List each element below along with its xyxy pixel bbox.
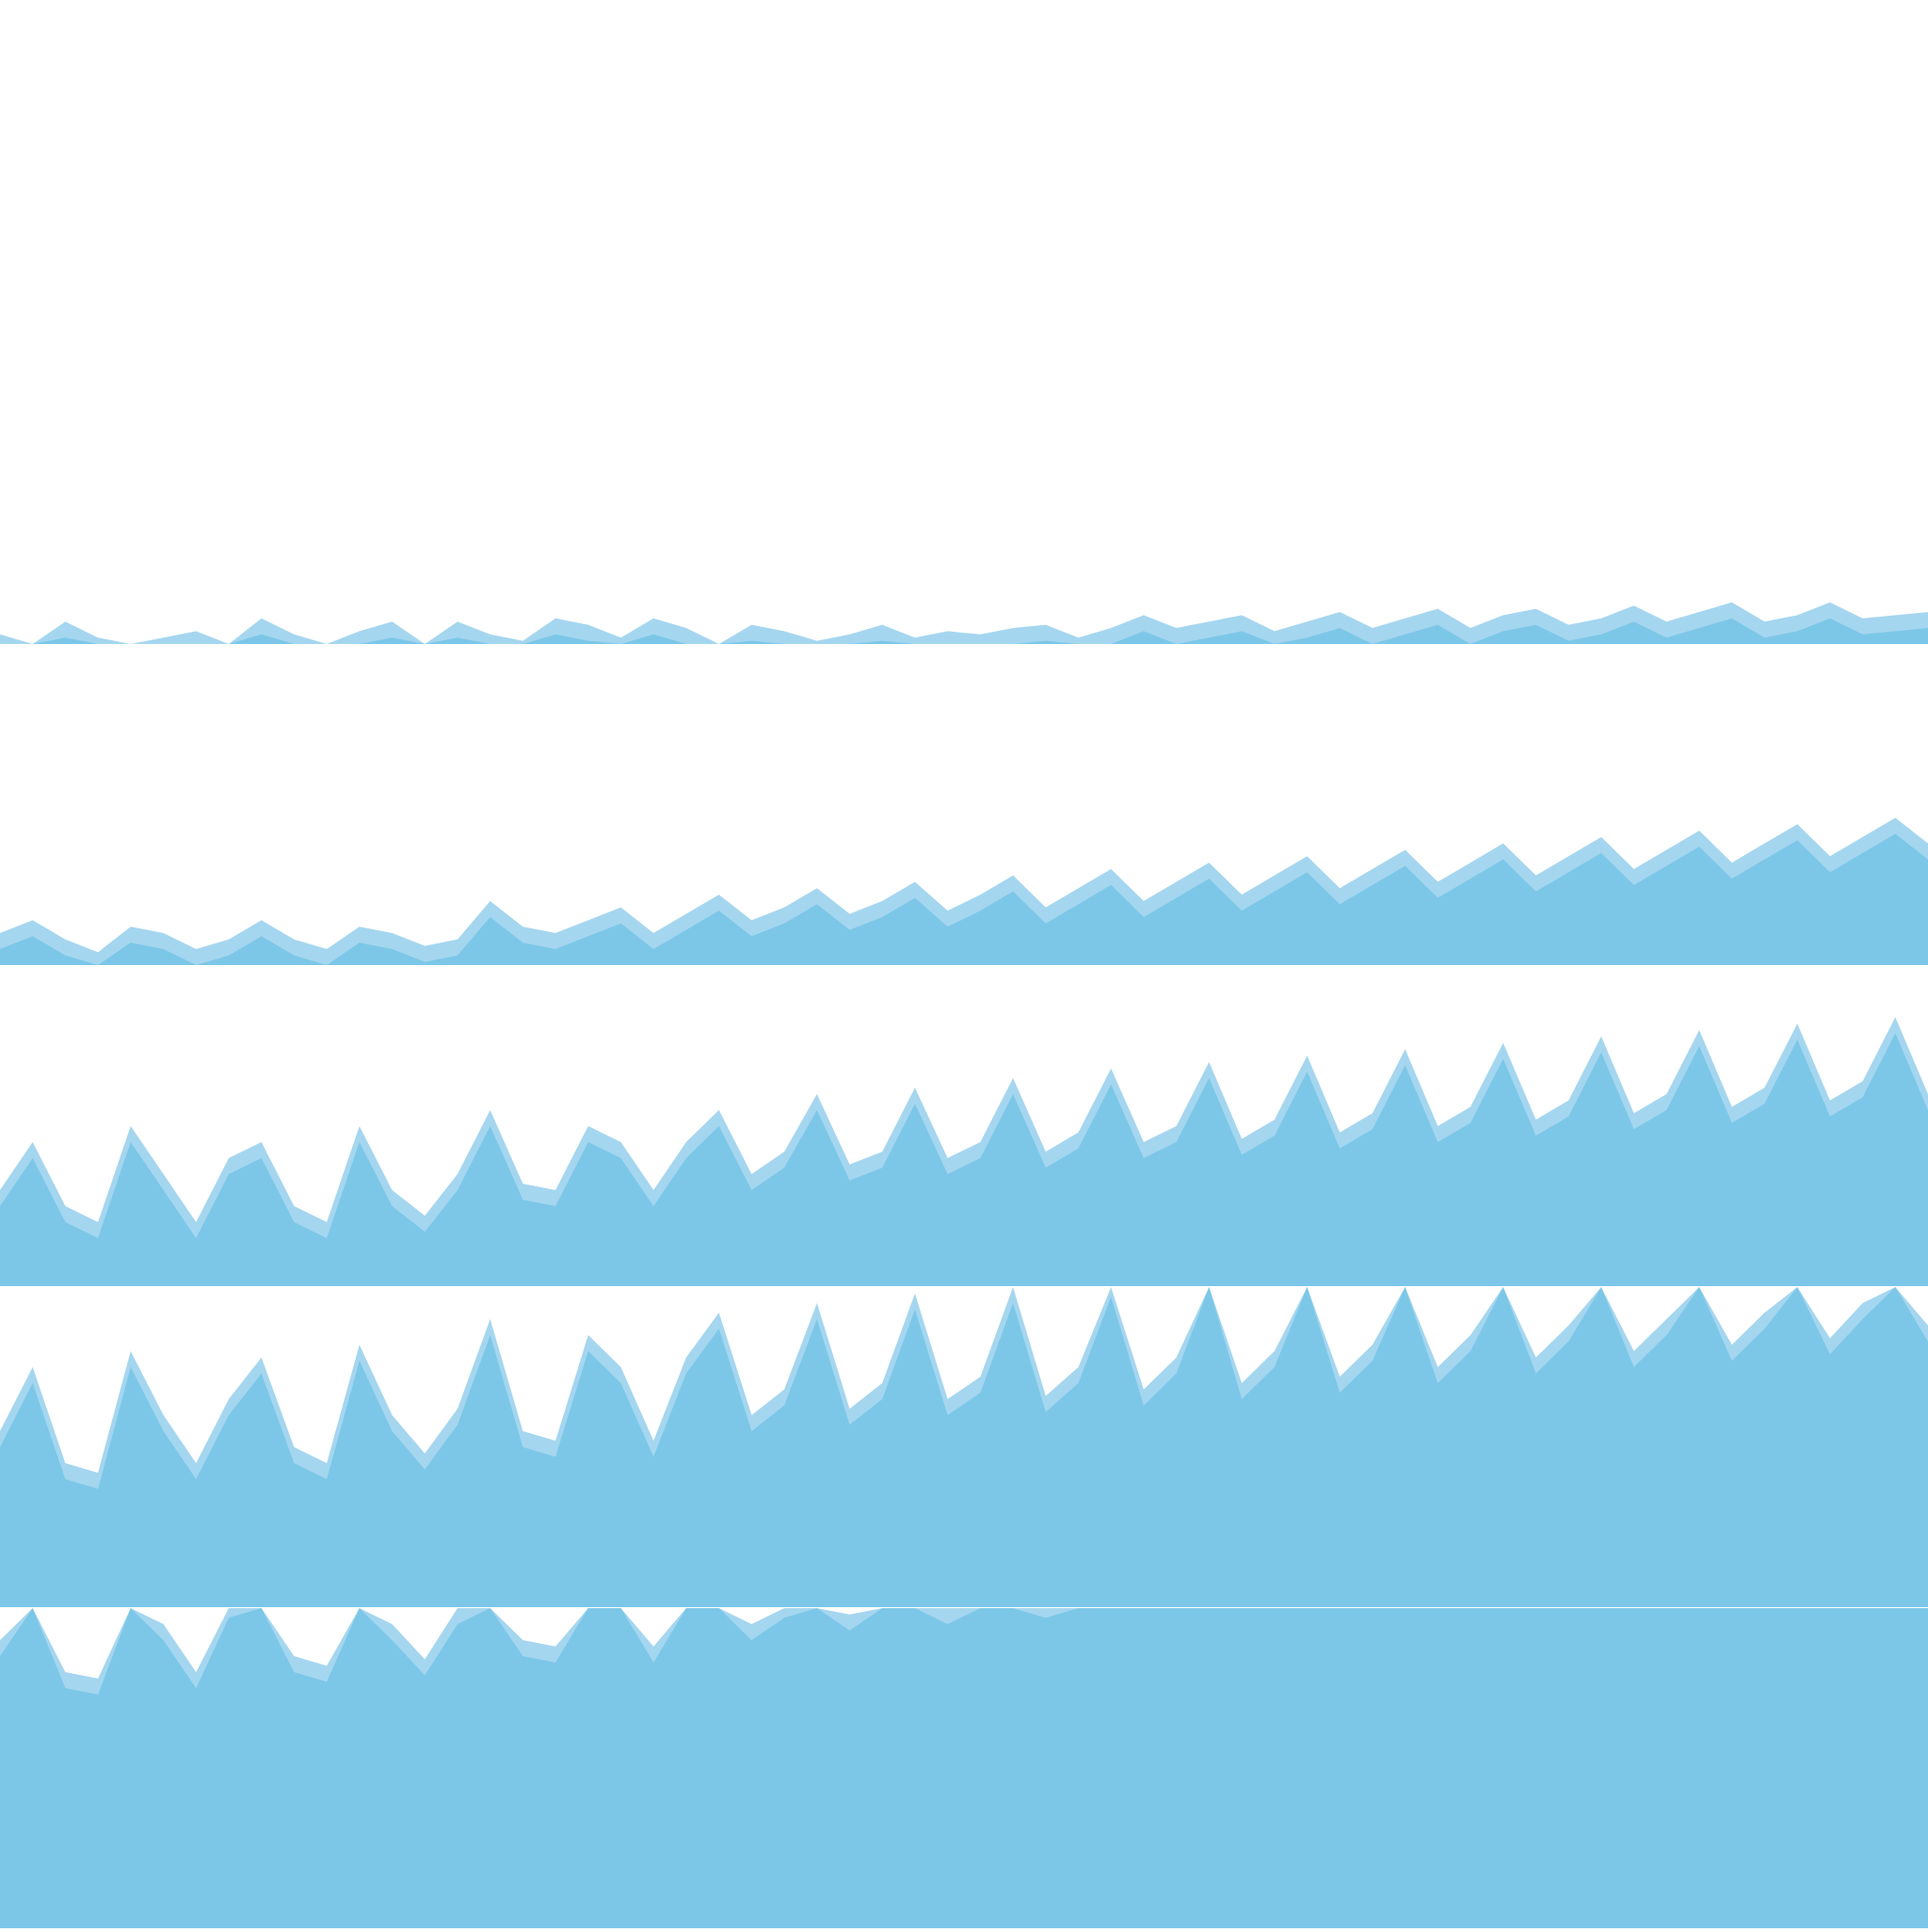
chart-rows: [0, 602, 1928, 1928]
horizon-band-dark: [0, 1608, 1928, 1928]
horizon-band-overflow: [0, 1730, 1928, 1928]
horizon-band-dark: [0, 833, 1928, 965]
horizon-row-6: [0, 1608, 1928, 1928]
horizon-band-dark: [0, 1033, 1928, 1286]
horizon-row-2: [0, 602, 1928, 644]
horizon-row-4: [0, 1017, 1928, 1286]
horizon-band-dark: [0, 618, 1928, 644]
horizon-band-dark: [0, 1287, 1928, 1607]
horizon-row-3: [0, 817, 1928, 965]
horizon-row-5: [0, 1287, 1928, 1607]
